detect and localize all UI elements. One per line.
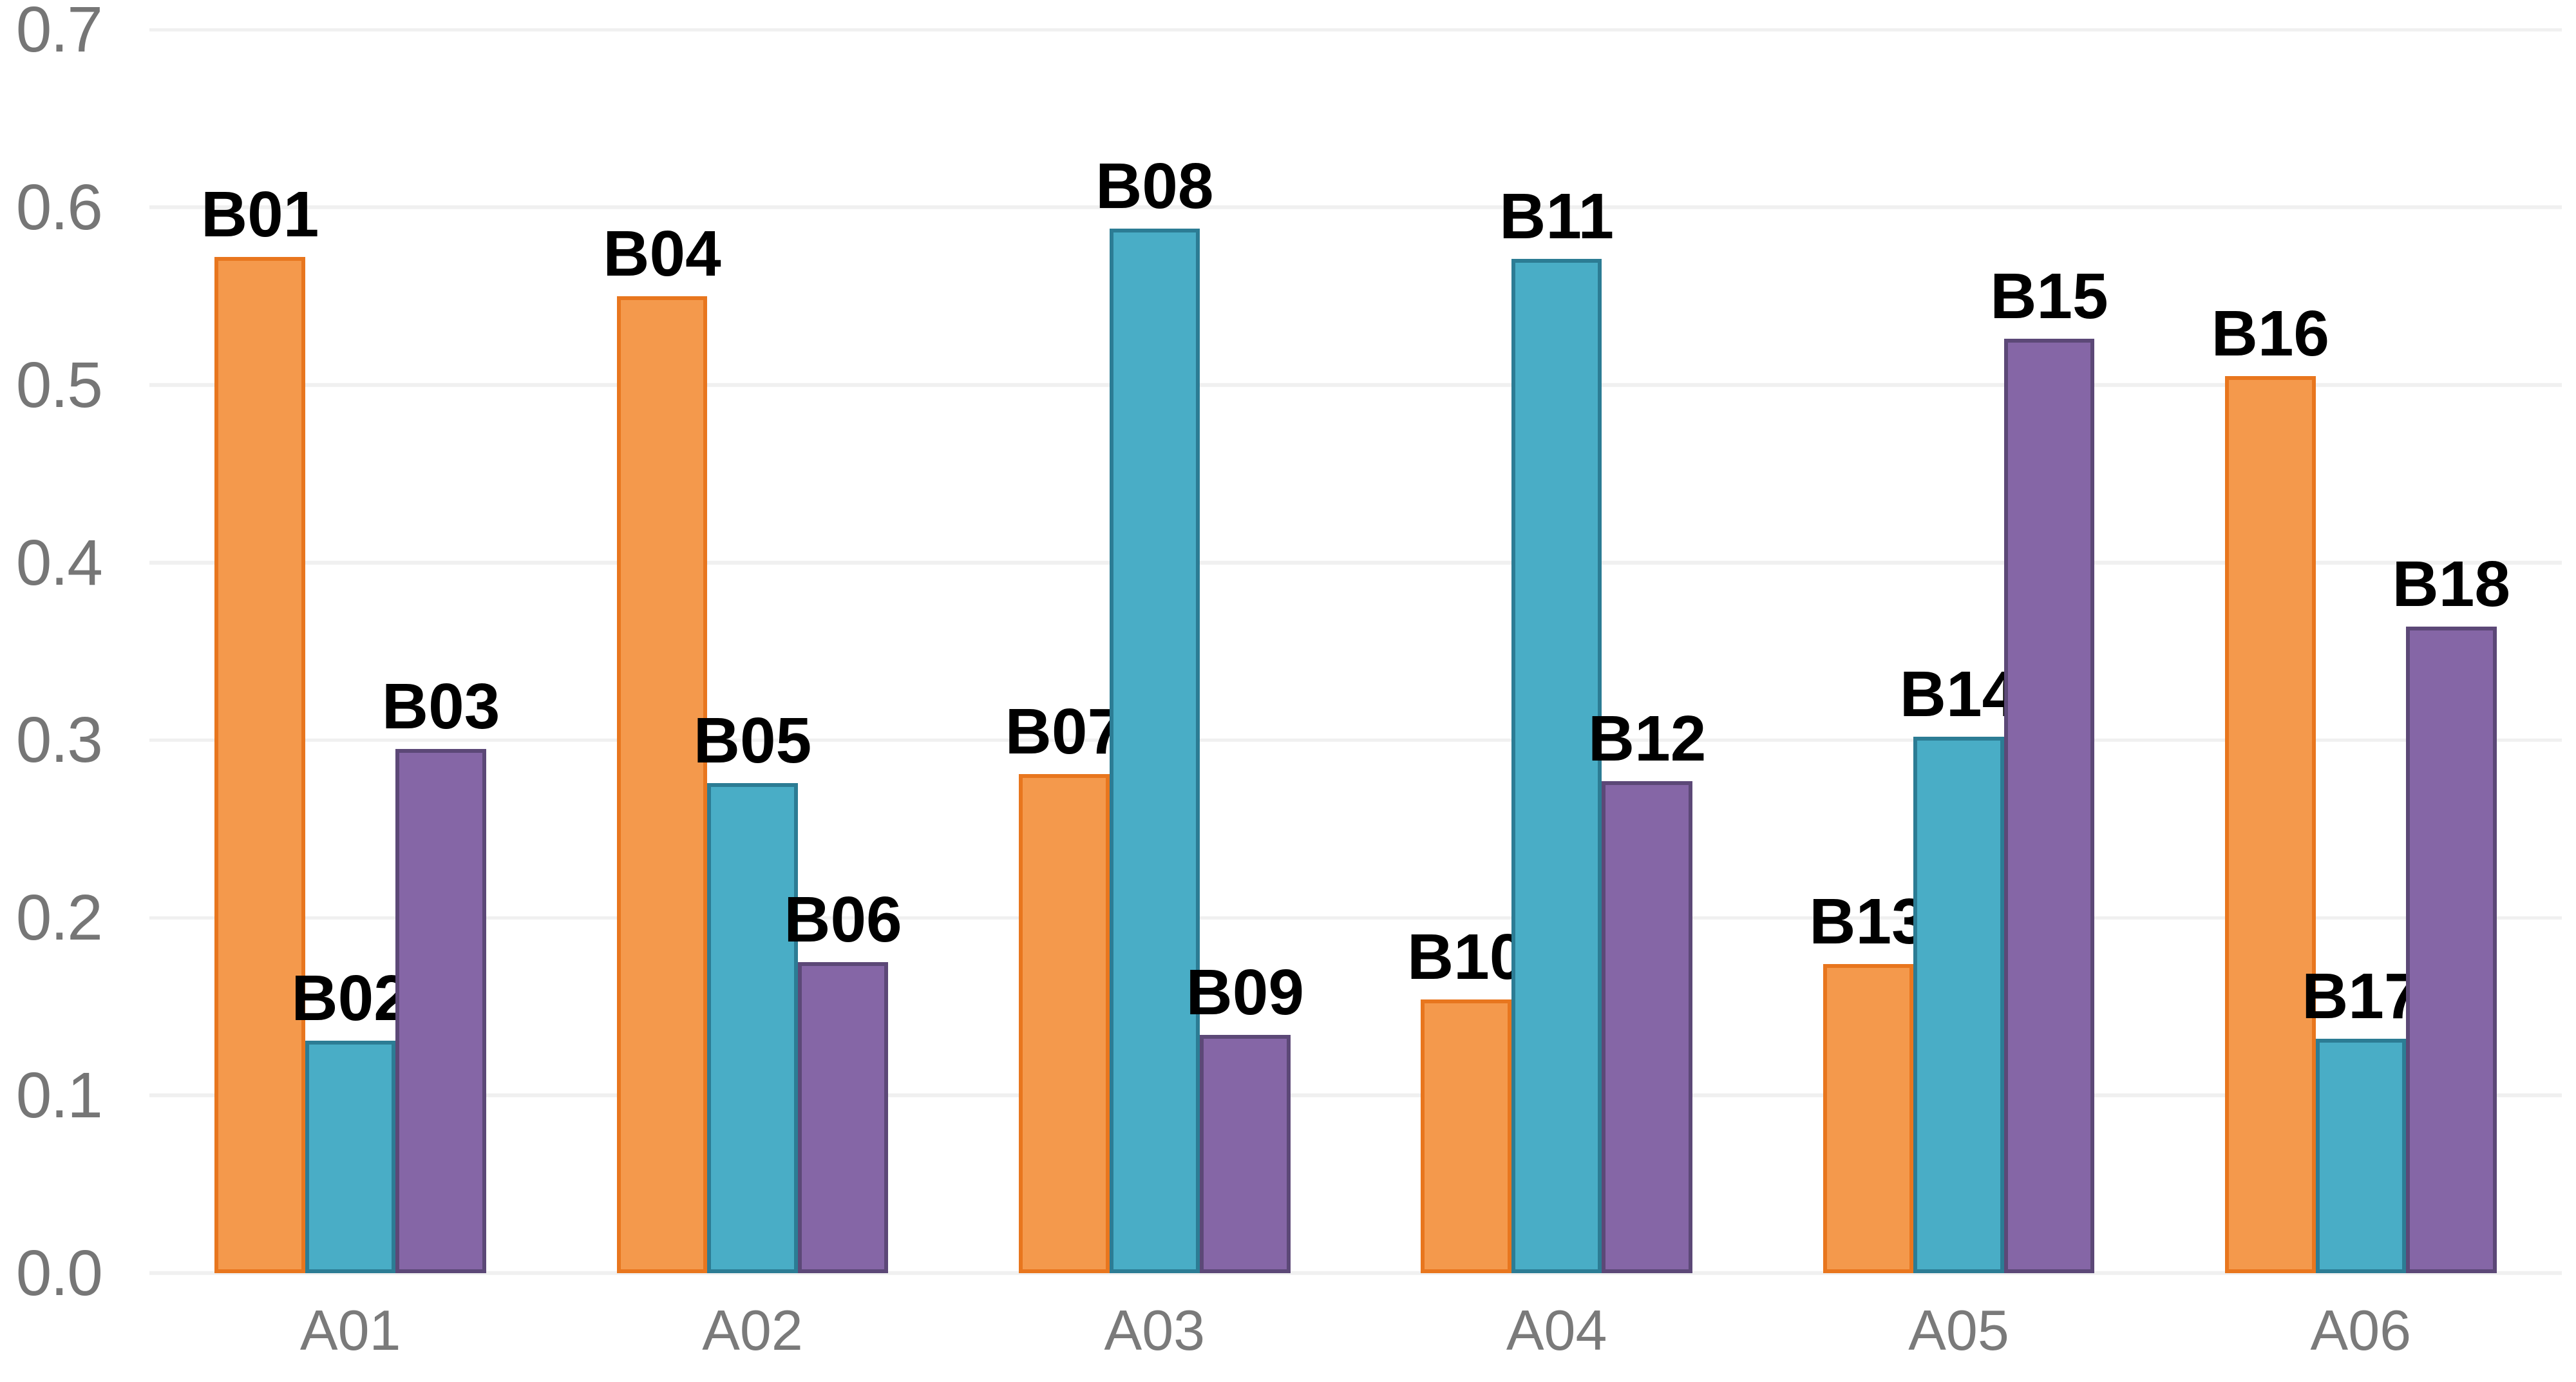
category-group-A01: B01 B02 B03 xyxy=(149,30,551,1273)
bar-B15: B15 xyxy=(1990,264,2108,1273)
bar-value-label: B17 xyxy=(2302,960,2420,1032)
bar-B02: B02 xyxy=(291,966,410,1273)
x-axis-label: A05 xyxy=(1908,1298,2009,1362)
category-group-A06: B16 B17 B18 xyxy=(2160,30,2562,1273)
y-axis-label: 0.2 xyxy=(15,882,103,954)
bar-value-label: B10 xyxy=(1406,921,1526,994)
bar-B16: B16 xyxy=(2211,301,2329,1273)
category-group-A03: B07 B08 B09 xyxy=(954,30,1356,1273)
bar-value-label: B01 xyxy=(200,178,319,251)
bar-B07: B07 xyxy=(1005,699,1123,1273)
gridline xyxy=(149,738,2562,743)
y-axis-label: 0.7 xyxy=(15,0,103,66)
y-axis-label: 0.1 xyxy=(15,1059,103,1132)
y-axis-label: 0.3 xyxy=(15,704,103,777)
gridline xyxy=(149,383,2562,387)
bar-value-label: B04 xyxy=(603,217,721,290)
y-axis-label: 0.0 xyxy=(15,1236,103,1309)
plot-area: B01 B02 B03 B04 B05 B06 B07 B08 B09 B10 B11 B12 B13 B… xyxy=(149,28,2562,1275)
category-group-A02: B04 B05 B06 xyxy=(551,30,953,1273)
bar-B12: B12 xyxy=(1588,706,1706,1273)
x-axis-label: A06 xyxy=(2310,1298,2412,1362)
bar-value-label: B05 xyxy=(693,704,812,777)
bar-value-label: B02 xyxy=(291,961,410,1034)
bar-B18: B18 xyxy=(2392,552,2510,1273)
bar-value-label: B06 xyxy=(784,884,902,956)
y-axis-label: 0.4 xyxy=(15,526,103,599)
category-group-A05: B13 B14 B15 xyxy=(1757,30,2159,1273)
x-axis: A01 A02 A03 A04 A05 A06 xyxy=(149,1302,2562,1359)
bar-value-label: B03 xyxy=(381,670,500,743)
bar-value-label: B12 xyxy=(1587,702,1707,775)
y-axis: 0.0 0.1 0.2 0.3 0.4 0.5 0.6 0.7 xyxy=(15,0,135,1305)
bar-B06: B06 xyxy=(784,887,902,1273)
bar-value-label: B07 xyxy=(1005,695,1124,768)
bar-B09: B09 xyxy=(1186,960,1304,1273)
bar-B11: B11 xyxy=(1499,184,1614,1273)
gridline xyxy=(149,1271,2562,1275)
bar-value-label: B08 xyxy=(1095,150,1214,223)
gridline xyxy=(149,205,2562,209)
y-axis-label: 0.5 xyxy=(15,348,103,421)
x-axis-label: A03 xyxy=(1104,1298,1206,1362)
bar-value-label: B14 xyxy=(1899,658,2018,730)
bar-B13: B13 xyxy=(1809,889,1927,1273)
bar-B08: B08 xyxy=(1095,154,1214,1273)
gridline xyxy=(149,916,2562,920)
bar-value-label: B15 xyxy=(1990,260,2108,333)
y-axis-label: 0.6 xyxy=(15,171,103,243)
bar-B10: B10 xyxy=(1407,925,1525,1273)
gridline xyxy=(149,560,2562,565)
bar-B04: B04 xyxy=(603,222,721,1273)
category-group-A04: B10 B11 B12 xyxy=(1356,30,1757,1273)
bar-value-label: B11 xyxy=(1499,180,1615,252)
x-axis-label: A04 xyxy=(1506,1298,1607,1362)
bar-B03: B03 xyxy=(382,674,500,1273)
groups: B01 B02 B03 B04 B05 B06 B07 B08 B09 B10 B11 B12 B13 B… xyxy=(149,30,2562,1273)
bar-B14: B14 xyxy=(1900,662,2018,1273)
bar-B17: B17 xyxy=(2302,964,2420,1273)
gridline xyxy=(149,28,2562,32)
bar-value-label: B13 xyxy=(1809,885,1927,958)
bar-B05: B05 xyxy=(694,708,811,1273)
gridline xyxy=(149,1093,2562,1097)
bar-value-label: B18 xyxy=(2392,547,2510,620)
bar-value-label: B16 xyxy=(2211,298,2330,370)
x-axis-label: A01 xyxy=(299,1298,401,1362)
bar-value-label: B09 xyxy=(1186,956,1305,1029)
x-axis-label: A02 xyxy=(702,1298,803,1362)
bar-B01: B01 xyxy=(201,182,319,1273)
